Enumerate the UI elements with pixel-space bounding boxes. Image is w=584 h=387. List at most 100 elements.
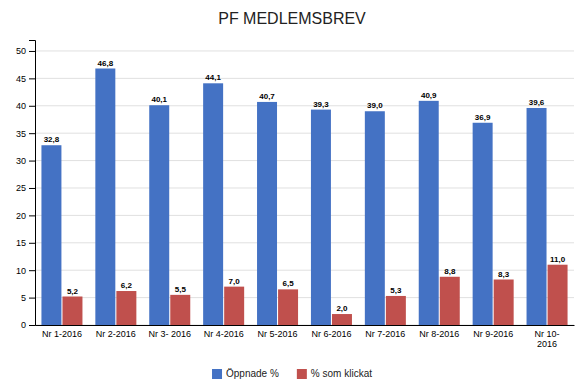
data-label: 5,2	[67, 287, 79, 296]
x-tick-label: Nr 10-2016	[535, 329, 560, 349]
y-tick: 40	[16, 101, 35, 111]
chart-container: PF MEDLEMSBREV32,846,840,144,140,739,339…	[0, 0, 584, 387]
y-tick-mark	[29, 161, 35, 162]
bar	[257, 102, 277, 325]
y-tick: 45	[16, 74, 35, 84]
grid-line	[35, 50, 574, 51]
legend-item: % som klickat	[297, 368, 372, 379]
data-label: 8,8	[444, 267, 456, 276]
data-label: 6,2	[121, 281, 133, 290]
x-tick: Nr 2-2016	[96, 325, 136, 339]
data-label: 8,3	[498, 270, 510, 279]
data-label: 2,0	[336, 304, 348, 313]
bar	[386, 296, 406, 325]
x-tick-label: Nr 5-2016	[258, 329, 298, 339]
x-tick-label: Nr 6-2016	[311, 329, 351, 339]
grid	[35, 51, 574, 325]
legend-swatch	[212, 369, 222, 379]
legend-swatch	[297, 369, 307, 379]
grid-line	[35, 187, 574, 188]
grid-line	[35, 105, 574, 106]
bars	[41, 69, 567, 326]
y-tick-mark	[29, 298, 35, 299]
y-tick-label: 10	[16, 266, 26, 276]
x-tick-label: Nr 8-2016	[419, 329, 459, 339]
data-label: 39,6	[529, 98, 545, 107]
bar	[170, 295, 190, 325]
grid-line	[35, 325, 574, 326]
x-tick-label: Nr 2-2016	[96, 329, 136, 339]
x-tick-label: Nr 9-2016	[473, 329, 513, 339]
data-label: 40,9	[421, 91, 437, 100]
y-tick: 5	[21, 293, 35, 303]
y-tick-label: 35	[16, 129, 26, 139]
legend-label: % som klickat	[311, 368, 372, 379]
bar	[62, 297, 82, 326]
data-label: 39,3	[313, 100, 329, 109]
bar	[419, 101, 439, 325]
bar-series	[41, 69, 546, 326]
data-label: 5,5	[175, 285, 187, 294]
grid-line	[35, 133, 574, 134]
bar	[440, 277, 460, 325]
x-tick: Nr 7-2016	[365, 325, 405, 339]
y-tick: 50	[16, 46, 35, 56]
y-tick-mark	[29, 243, 35, 244]
bar	[332, 314, 352, 325]
y-tick: 35	[16, 129, 35, 139]
data-label: 39,0	[367, 101, 383, 110]
x-tick-label: Nr 1-2016	[42, 329, 82, 339]
chart-svg: PF MEDLEMSBREV32,846,840,144,140,739,339…	[0, 0, 584, 387]
bar-series	[62, 265, 567, 325]
data-label: 6,5	[283, 279, 295, 288]
y-axis-line	[29, 41, 36, 326]
grid-line	[35, 297, 574, 298]
y-tick-mark	[29, 188, 35, 189]
x-tick: Nr 3- 2016	[148, 325, 191, 339]
y-tick-label: 40	[16, 101, 26, 111]
data-label: 7,0	[229, 277, 241, 286]
bar	[224, 287, 244, 325]
data-label: 5,3	[390, 286, 402, 295]
y-tick-mark	[29, 51, 35, 52]
y-tick-label: 15	[16, 238, 26, 248]
bar	[548, 265, 568, 325]
y-tick: 0	[21, 320, 35, 330]
x-tick: Nr 5-2016	[258, 325, 298, 339]
y-tick: 25	[16, 183, 35, 193]
x-tick: Nr 9-2016	[473, 325, 513, 339]
bar	[95, 69, 115, 326]
y-tick: 10	[16, 266, 35, 276]
bar	[41, 145, 61, 325]
x-tick: Nr 8-2016	[419, 325, 459, 339]
data-label: 36,9	[475, 113, 491, 122]
y-tick-label: 50	[16, 46, 26, 56]
y-tick-label: 20	[16, 211, 26, 221]
x-tick-label: Nr 7-2016	[365, 329, 405, 339]
legend: Öppnade % % som klickat	[212, 368, 372, 379]
legend-label: Öppnade %	[226, 368, 279, 379]
data-label: 40,7	[259, 92, 275, 101]
y-tick: 15	[16, 238, 35, 248]
y-axis: 05101520253035404550	[16, 41, 36, 331]
x-tick: Nr 6-2016	[311, 325, 351, 339]
bar	[365, 111, 385, 325]
y-tick-mark	[29, 133, 35, 134]
chart-title: PF MEDLEMSBREV	[218, 10, 366, 27]
plot-area: 32,846,840,144,140,739,339,040,936,939,6…	[16, 41, 575, 350]
y-tick-mark	[29, 106, 35, 107]
data-label: 40,1	[151, 95, 167, 104]
x-axis-line	[36, 325, 575, 326]
bar	[149, 105, 169, 325]
data-label: 44,1	[205, 73, 221, 82]
grid-line	[35, 242, 574, 243]
x-tick-label: Nr 4-2016	[204, 329, 244, 339]
y-tick-mark	[29, 78, 35, 79]
grid-line	[35, 78, 574, 79]
y-tick-label: 45	[16, 74, 26, 84]
x-tick: Nr 1-2016	[42, 325, 82, 339]
bar	[527, 108, 547, 325]
y-tick-mark	[29, 325, 35, 326]
y-tick-label: 5	[21, 293, 26, 303]
grid-line	[35, 215, 574, 216]
